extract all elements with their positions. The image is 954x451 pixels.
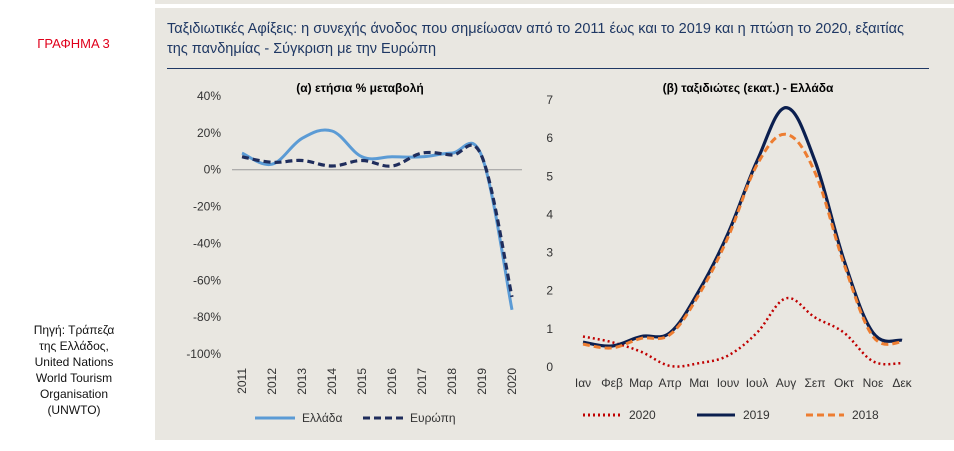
chart-b-ytick: 6 <box>546 131 553 145</box>
chart-a-ytick: -60% <box>193 273 221 287</box>
source-note: Πηγή: Τράπεζα της Ελλάδος, United Nation… <box>33 323 115 417</box>
chart-a-xtick: 2012 <box>265 368 279 395</box>
chart-b-xtick: Δεκ <box>892 376 912 390</box>
chart-b-xtick: Ιαν <box>575 376 591 390</box>
chart-b-xtick: Μαι <box>689 376 709 390</box>
chart-a-xtick: 2017 <box>415 368 429 395</box>
sidebar: ΓΡΑΦΗΜΑ 3 Πηγή: Τράπεζα της Ελλάδος, Uni… <box>0 0 147 451</box>
chart-a-ytick: 40% <box>197 89 221 103</box>
chart-b-legend-label: 2020 <box>629 408 656 422</box>
chart-a-ytick: 20% <box>197 126 221 140</box>
chart-a-ytick: -40% <box>193 236 221 250</box>
chart-number-label: ΓΡΑΦΗΜΑ 3 <box>37 36 110 51</box>
chart-a-xtick: 2015 <box>355 368 369 395</box>
chart-b-xtick: Οκτ <box>834 376 854 390</box>
chart-a-ytick: 0% <box>204 163 222 177</box>
chart-a-ytick: -20% <box>193 200 221 214</box>
chart-a-xtick: 2019 <box>475 368 489 395</box>
chart-b-ytick: 2 <box>546 284 553 298</box>
chart-b-xtick: Φεβ <box>601 376 623 390</box>
chart-b-ytick: 7 <box>546 93 553 107</box>
chart-panel <box>155 8 954 440</box>
chart-a-series-europe <box>241 143 514 298</box>
chart-b-legend: 2020 2019 2018 <box>583 408 879 422</box>
chart-a-xtick: 2011 <box>235 368 249 394</box>
chart-b-ytick: 3 <box>546 246 553 260</box>
chart-b-xtick: Απρ <box>658 376 681 390</box>
chart-b-xtick: Αυγ <box>776 376 797 390</box>
title-rule <box>167 68 929 69</box>
chart-b-xtick: Ιουλ <box>746 376 769 390</box>
chart-a-ytick: -80% <box>193 310 221 324</box>
chart-a-xtick: 2013 <box>295 368 309 395</box>
chart-a-xtick: 2014 <box>325 368 339 395</box>
top-strip <box>155 0 954 4</box>
chart-a-ytick: -100% <box>186 347 221 361</box>
chart-a-xtick: 2018 <box>445 368 459 395</box>
figure-title: Ταξιδιωτικές Αφίξεις: η συνεχής άνοδος π… <box>167 21 905 57</box>
chart-b-xtick: Μαρ <box>629 376 653 390</box>
chart-b-xtick: Νοε <box>863 376 884 390</box>
chart-b-xtick: Σεπ <box>804 376 825 390</box>
chart-b-series-2018 <box>582 132 903 350</box>
chart-b-title: (β) ταξιδιώτες (εκατ.) - Ελλάδα <box>663 81 834 95</box>
chart-a-xtick: 2020 <box>505 368 519 395</box>
chart-b-ytick: 0 <box>546 360 553 374</box>
chart-b-legend-label: 2019 <box>743 408 770 422</box>
chart-a-legend-label: Ελλάδα <box>302 411 342 425</box>
chart-b-series-2020 <box>582 296 903 368</box>
chart-a-title: (α) ετήσια % μεταβολή <box>296 81 423 95</box>
chart-b-series-2019 <box>582 105 903 348</box>
chart-a: 40% 20% 0% -20% -40% -60% -80% -100% 2011 2012 201… <box>186 89 522 395</box>
chart-b-ytick: 5 <box>546 169 553 183</box>
chart-b-ytick: 4 <box>546 207 553 221</box>
chart-a-legend: Ελλάδα Ευρώπη <box>255 411 456 425</box>
chart-b: 7 6 5 4 3 2 1 0 Ιαν Φεβ Μαρ Απρ Μαι Ιουν Ιουλ Αυγ Σεπ Οκτ… <box>546 93 912 390</box>
chart-b-xtick: Ιουν <box>717 376 740 390</box>
chart-a-legend-label: Ευρώπη <box>410 411 456 425</box>
chart-a-xtick: 2016 <box>385 368 399 395</box>
chart-b-legend-label: 2018 <box>852 408 879 422</box>
chart-b-ytick: 1 <box>546 322 553 336</box>
chart-a-series-greece <box>241 128 514 311</box>
